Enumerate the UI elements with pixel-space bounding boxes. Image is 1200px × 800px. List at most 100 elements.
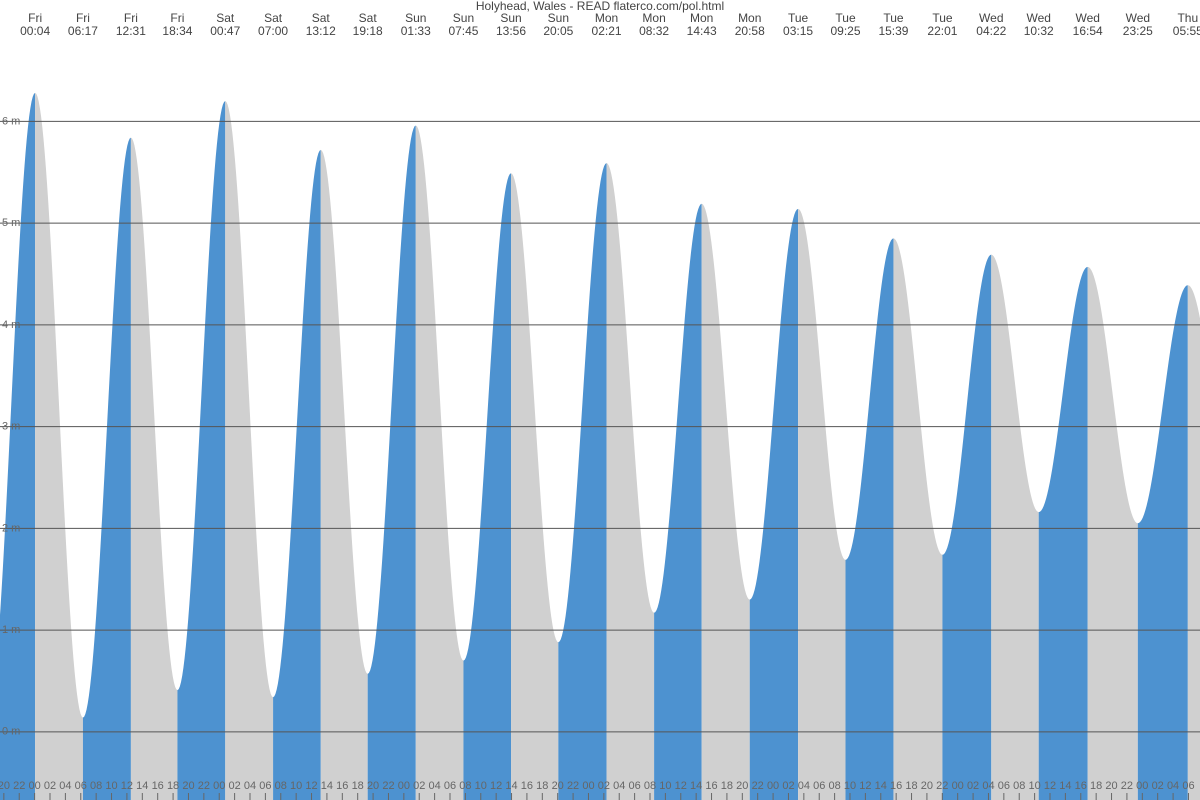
event-day: Sun: [405, 11, 426, 25]
x-tick-label: 04: [1167, 780, 1179, 792]
x-tick-label: 00: [1136, 780, 1148, 792]
event-time: 02:21: [592, 24, 622, 38]
event-time: 08:32: [639, 24, 669, 38]
x-tick-label: 06: [628, 780, 640, 792]
x-tick-label: 04: [798, 780, 810, 792]
y-tick-label: 5 m: [2, 217, 20, 229]
x-tick-label: 12: [675, 780, 687, 792]
event-day: Mon: [595, 11, 618, 25]
x-tick-label: 22: [1121, 780, 1133, 792]
x-tick-label: 06: [75, 780, 87, 792]
x-tick-label: 18: [167, 780, 179, 792]
event-day: Wed: [1126, 11, 1150, 25]
x-tick-label: 20: [0, 780, 10, 792]
event-time: 15:39: [878, 24, 908, 38]
tide-areas: [0, 92, 1200, 800]
event-time: 19:18: [353, 24, 383, 38]
y-tick-label: 6 m: [2, 115, 20, 127]
y-tick-label: 3 m: [2, 421, 20, 433]
event-day: Sat: [312, 11, 331, 25]
x-tick-label: 02: [598, 780, 610, 792]
event-time: 20:05: [543, 24, 573, 38]
x-tick-label: 02: [967, 780, 979, 792]
x-tick-label: 20: [367, 780, 379, 792]
event-day: Mon: [690, 11, 713, 25]
event-day: Sat: [216, 11, 235, 25]
event-time: 03:15: [783, 24, 813, 38]
event-day: Mon: [642, 11, 665, 25]
x-tick-label: 12: [121, 780, 133, 792]
event-day: Tue: [932, 11, 953, 25]
event-day: Tue: [788, 11, 809, 25]
rising-tide: [1137, 285, 1188, 800]
x-tick-label: 20: [1105, 780, 1117, 792]
overlay: 0 m1 m2 m3 m4 m5 m6 mFri00:04Fri06:17Fri…: [0, 11, 1200, 800]
rising-tide: [942, 254, 992, 800]
x-tick-label: 08: [1013, 780, 1025, 792]
x-tick-label: 08: [459, 780, 471, 792]
event-time: 16:54: [1073, 24, 1103, 38]
x-tick-label: 18: [721, 780, 733, 792]
x-tick-label: 12: [859, 780, 871, 792]
x-tick-label: 10: [475, 780, 487, 792]
x-tick-label: 20: [736, 780, 748, 792]
x-tick-label: 16: [890, 780, 902, 792]
rising-tide: [0, 92, 36, 800]
x-tick-label: 08: [275, 780, 287, 792]
x-tick-label: 00: [398, 780, 410, 792]
event-day: Sat: [264, 11, 283, 25]
event-time: 06:17: [68, 24, 98, 38]
event-time: 13:12: [306, 24, 336, 38]
rising-tide: [463, 173, 512, 800]
x-tick-label: 14: [690, 780, 702, 792]
y-tick-label: 0 m: [2, 726, 20, 738]
x-tick-label: 18: [352, 780, 364, 792]
x-tick-label: 02: [1152, 780, 1164, 792]
x-tick-label: 20: [921, 780, 933, 792]
x-tick-label: 06: [444, 780, 456, 792]
event-time: 01:33: [401, 24, 431, 38]
rising-tide: [749, 208, 799, 800]
falling-tide: [798, 208, 846, 800]
event-day: Tue: [835, 11, 856, 25]
event-day: Sun: [548, 11, 569, 25]
event-day: Tue: [883, 11, 904, 25]
falling-tide: [1087, 266, 1138, 800]
x-tick-label: 14: [1059, 780, 1071, 792]
rising-tide: [845, 238, 894, 800]
event-time: 14:43: [687, 24, 717, 38]
event-day: Fri: [170, 11, 184, 25]
event-time: 04:22: [976, 24, 1006, 38]
x-tick-label: 02: [782, 780, 794, 792]
rising-tide: [654, 203, 702, 800]
x-tick-label: 14: [136, 780, 148, 792]
x-tick-label: 20: [552, 780, 564, 792]
x-tick-label: 16: [152, 780, 164, 792]
rising-tide: [558, 163, 607, 800]
x-tick-label: 00: [28, 780, 40, 792]
event-time: 00:47: [210, 24, 240, 38]
x-tick-label: 22: [567, 780, 579, 792]
x-tick-label: 00: [582, 780, 594, 792]
falling-tide: [511, 173, 559, 800]
x-tick-label: 08: [644, 780, 656, 792]
y-tick-label: 4 m: [2, 319, 20, 331]
x-tick-label: 12: [1044, 780, 1056, 792]
event-day: Wed: [1026, 11, 1050, 25]
event-day: Sat: [359, 11, 378, 25]
x-tick-label: 04: [982, 780, 994, 792]
x-tick-label: 14: [505, 780, 517, 792]
event-day: Wed: [979, 11, 1003, 25]
event-time: 09:25: [830, 24, 860, 38]
falling-tide: [415, 125, 464, 800]
chart-title: Holyhead, Wales - READ flaterco.com/pol.…: [476, 0, 724, 13]
event-day: Fri: [28, 11, 42, 25]
x-tick-label: 18: [1090, 780, 1102, 792]
event-time: 07:45: [448, 24, 478, 38]
falling-tide: [225, 101, 274, 800]
x-tick-label: 02: [228, 780, 240, 792]
x-tick-label: 20: [182, 780, 194, 792]
x-tick-label: 14: [321, 780, 333, 792]
event-time: 05:55: [1173, 24, 1200, 38]
